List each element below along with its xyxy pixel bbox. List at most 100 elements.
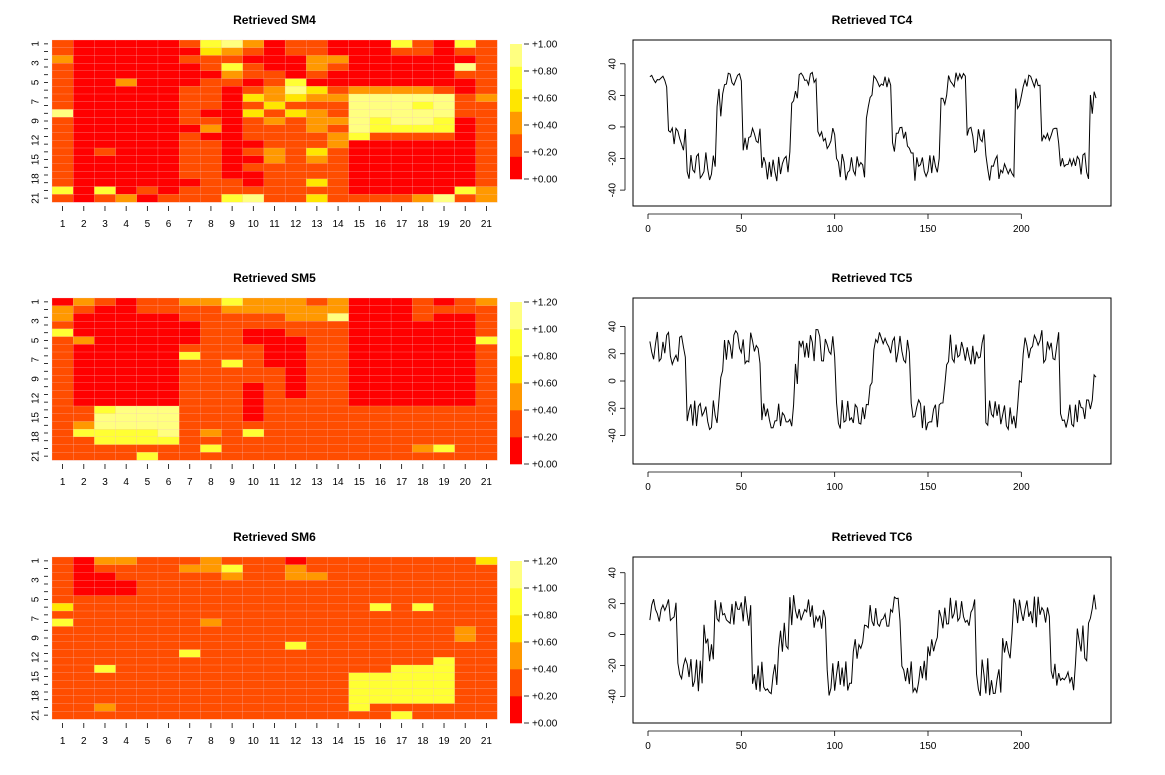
y-tick-label: 20 [608,598,619,610]
heatmap-cell [327,336,350,345]
heatmap-cell [348,344,371,353]
heatmap-cell [369,580,392,589]
heatmap-cell [390,344,413,353]
heatmap-cell [412,163,434,172]
x-tick-label: 6 [166,219,172,230]
x-tick-label: 50 [736,482,748,493]
heatmap-cell [433,688,456,697]
heatmap-cell [221,452,244,461]
heatmap-cell [369,641,392,650]
heatmap-cell [51,444,74,453]
heatmap-cell [412,132,434,141]
heatmap-cell [475,140,498,149]
chart-title: Retrieved SM6 [233,530,316,544]
heatmap-cell [284,436,307,445]
heatmap-cell [200,93,222,103]
heatmap-cell [221,444,244,453]
heatmap-cell [51,375,74,384]
heatmap-cell [51,405,74,415]
heatmap-cell [179,55,201,64]
heatmap-cell [412,618,434,627]
heatmap-cell [390,421,413,430]
heatmap-cell [284,155,307,164]
heatmap-cell [94,390,116,399]
heatmap-cell [263,421,286,430]
heatmap-cell [221,390,244,399]
heatmap-cell [51,649,74,658]
heatmap-cell [284,124,307,133]
heatmap-cell [369,680,392,689]
heatmap-cell [390,101,413,110]
heatmap-cell [348,117,371,126]
heatmap-cell [73,297,95,307]
heatmap-cell [94,452,116,461]
heatmap-cell [390,297,413,307]
heatmap-cell [242,171,265,180]
x-tick-label: 16 [375,219,387,230]
heatmap-cell [157,375,180,384]
heatmap-cell [157,55,180,64]
heatmap-cell [284,132,307,141]
heatmap-cell [433,703,456,712]
heatmap-cell [94,657,116,666]
heatmap-cell [73,390,95,399]
heatmap-cell [306,444,328,453]
heatmap-cell [475,63,498,72]
heatmap-cell [179,124,201,133]
heatmap-cell [221,328,244,337]
heatmap-cell [136,572,159,581]
heatmap-cell [475,55,498,64]
heatmap-cell [94,109,116,118]
heatmap-cell [475,132,498,141]
heatmap-cell [348,398,371,407]
heatmap-cell [369,572,392,581]
heatmap-cell [221,55,244,64]
heatmap-cell [412,39,434,49]
y-tick-label: 20 [608,348,619,360]
heatmap-cell [221,117,244,126]
heatmap-cell [390,382,413,391]
heatmap-cell [327,367,350,376]
heatmap-cell [475,564,498,573]
legend-label: +0.00 [532,719,558,730]
heatmap-cell [221,641,244,650]
heatmap-cell [115,140,138,149]
heatmap-cell [179,63,201,72]
heatmap-cell [179,703,201,712]
heatmap-cell [327,413,350,422]
heatmap-cell [221,336,244,345]
x-tick-label: 19 [438,477,450,488]
x-tick-label: 3 [102,219,108,230]
heatmap-cell [51,297,74,307]
heatmap-cell [306,63,328,72]
heatmap-cell [475,47,498,56]
heatmap-cell [454,336,477,345]
x-tick-label: 50 [736,224,748,235]
heatmap-cell [369,382,392,391]
heatmap-cell [390,140,413,149]
heatmap-cell [136,336,159,345]
heatmap-cell [369,367,392,376]
heatmap-cell [306,587,328,596]
heatmap-cell [136,93,159,103]
heatmap-cell [179,421,201,430]
legend-label: +0.80 [532,67,558,78]
heatmap-cell [242,572,265,581]
heatmap-cell [284,140,307,149]
heatmap-cell [433,313,456,322]
heatmap-cell [306,672,328,681]
heatmap-cell [263,657,286,666]
heatmap-cell [433,47,456,56]
heatmap-cell [390,703,413,712]
heatmap-cell [454,390,477,399]
heatmap-cell [327,436,350,445]
heatmap-cell [390,186,413,195]
heatmap-cell [306,178,328,187]
heatmap-cell [475,328,498,337]
legend-swatch [510,111,522,135]
x-tick-label: 200 [1013,482,1030,493]
heatmap-cell [179,171,201,180]
heatmap-cell [263,194,286,203]
heatmap-cell [51,70,74,79]
